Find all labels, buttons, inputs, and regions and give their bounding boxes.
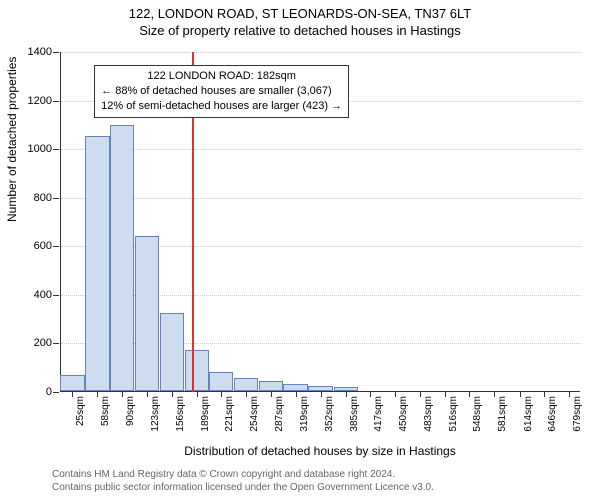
x-tick	[420, 391, 421, 397]
footer: Contains HM Land Registry data © Crown c…	[52, 468, 434, 494]
histogram-bar	[283, 384, 307, 391]
info-box: 122 LONDON ROAD: 182sqm ← 88% of detache…	[94, 65, 349, 118]
chart-area: Number of detached properties Distributi…	[60, 52, 580, 392]
x-tick	[544, 391, 545, 397]
y-tick-label: 1400	[12, 46, 52, 58]
histogram-bar	[209, 372, 233, 391]
x-axis-label: Distribution of detached houses by size …	[60, 444, 580, 458]
x-tick	[346, 391, 347, 397]
x-tick	[147, 391, 148, 397]
y-tick-label: 1000	[12, 143, 52, 155]
y-tick-label: 200	[12, 337, 52, 349]
y-tick	[53, 246, 59, 247]
x-tick	[569, 391, 570, 397]
title-line-2: Size of property relative to detached ho…	[0, 23, 600, 40]
y-tick	[53, 198, 59, 199]
x-tick-label: 221sqm	[224, 396, 235, 446]
x-tick-label: 516sqm	[448, 396, 459, 446]
x-tick	[520, 391, 521, 397]
x-tick-label: 189sqm	[200, 396, 211, 446]
x-tick-label: 254sqm	[249, 396, 260, 446]
x-tick	[296, 391, 297, 397]
gridline	[61, 52, 581, 53]
gridline	[61, 198, 581, 199]
x-tick	[246, 391, 247, 397]
x-tick	[494, 391, 495, 397]
histogram-bar	[60, 375, 84, 391]
x-tick-label: 287sqm	[274, 396, 285, 446]
y-tick	[53, 52, 59, 53]
y-tick	[53, 343, 59, 344]
gridline	[61, 149, 581, 150]
y-tick-label: 800	[12, 192, 52, 204]
x-tick-label: 385sqm	[349, 396, 360, 446]
title-block: 122, LONDON ROAD, ST LEONARDS-ON-SEA, TN…	[0, 0, 600, 40]
x-tick-label: 58sqm	[100, 396, 111, 446]
x-tick	[469, 391, 470, 397]
x-tick-label: 548sqm	[472, 396, 483, 446]
histogram-bar	[135, 236, 159, 391]
y-tick	[53, 101, 59, 102]
x-tick-label: 581sqm	[497, 396, 508, 446]
x-tick	[395, 391, 396, 397]
y-tick	[53, 392, 59, 393]
x-tick-label: 614sqm	[523, 396, 534, 446]
x-tick-label: 25sqm	[75, 396, 86, 446]
y-tick-label: 600	[12, 240, 52, 252]
x-tick	[321, 391, 322, 397]
histogram-bar	[160, 313, 184, 391]
y-tick	[53, 295, 59, 296]
info-box-line-3: 12% of semi-detached houses are larger (…	[101, 99, 342, 114]
histogram-bar	[234, 378, 258, 391]
x-tick-label: 123sqm	[150, 396, 161, 446]
x-tick	[445, 391, 446, 397]
histogram-bar	[185, 350, 209, 391]
x-tick	[72, 391, 73, 397]
y-tick-label: 400	[12, 289, 52, 301]
x-tick	[271, 391, 272, 397]
chart-container: 122, LONDON ROAD, ST LEONARDS-ON-SEA, TN…	[0, 0, 600, 500]
x-tick-label: 319sqm	[299, 396, 310, 446]
x-tick-label: 483sqm	[423, 396, 434, 446]
footer-line-2: Contains public sector information licen…	[52, 481, 434, 494]
x-tick	[221, 391, 222, 397]
info-box-line-1: 122 LONDON ROAD: 182sqm	[101, 69, 342, 84]
x-tick	[172, 391, 173, 397]
y-tick-label: 0	[12, 386, 52, 398]
x-tick-label: 679sqm	[572, 396, 583, 446]
footer-line-1: Contains HM Land Registry data © Crown c…	[52, 468, 434, 481]
x-tick-label: 417sqm	[373, 396, 384, 446]
y-tick	[53, 149, 59, 150]
x-tick	[122, 391, 123, 397]
x-tick	[370, 391, 371, 397]
histogram-bar	[259, 381, 283, 391]
x-tick-label: 450sqm	[398, 396, 409, 446]
x-tick-label: 646sqm	[547, 396, 558, 446]
x-tick-label: 352sqm	[324, 396, 335, 446]
info-box-line-2: ← 88% of detached houses are smaller (3,…	[101, 84, 342, 99]
x-tick-label: 156sqm	[175, 396, 186, 446]
x-tick	[197, 391, 198, 397]
x-tick	[97, 391, 98, 397]
y-tick-label: 1200	[12, 95, 52, 107]
histogram-bar	[110, 125, 134, 391]
x-tick-label: 90sqm	[125, 396, 136, 446]
title-line-1: 122, LONDON ROAD, ST LEONARDS-ON-SEA, TN…	[0, 6, 600, 23]
histogram-bar	[85, 136, 109, 391]
